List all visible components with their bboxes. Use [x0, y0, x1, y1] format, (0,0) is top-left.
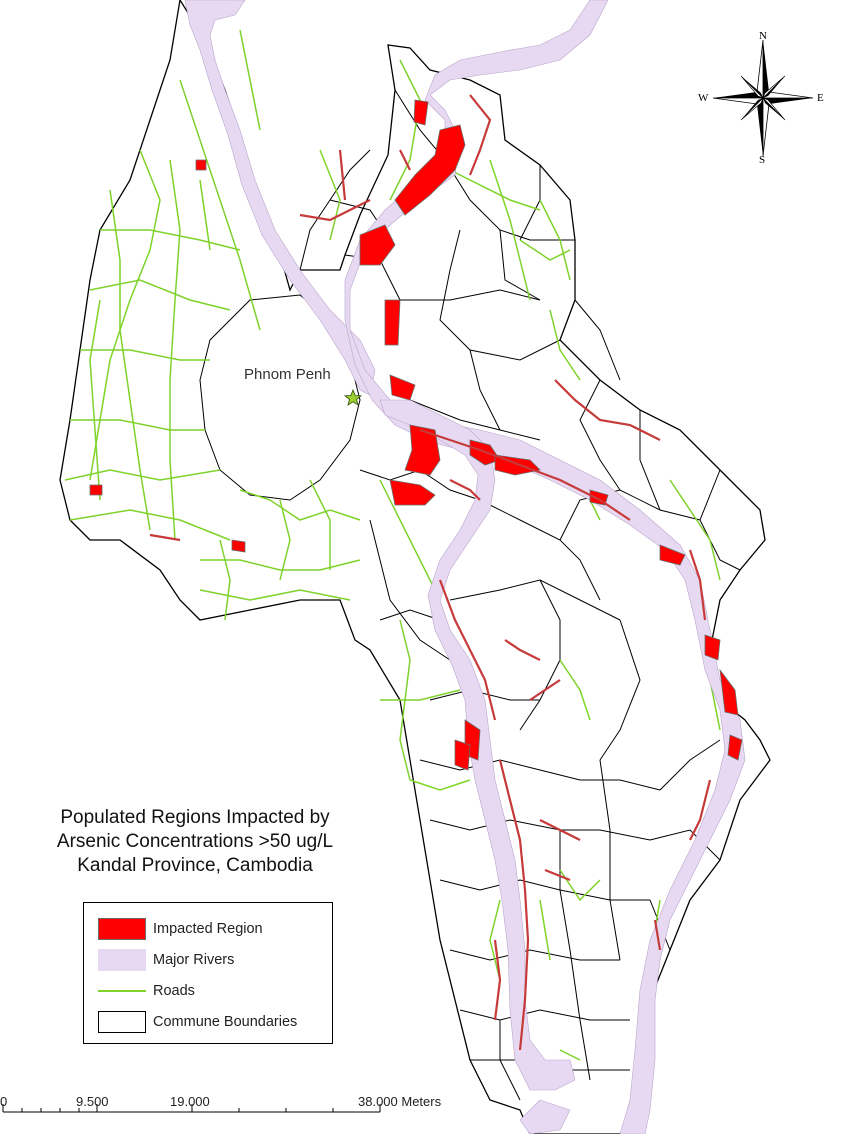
scale-label-38000: 38.000 Meters: [358, 1094, 442, 1109]
map-legend: Impacted Region Major Rivers Roads Commu…: [83, 902, 333, 1044]
legend-label-rivers: Major Rivers: [153, 952, 235, 968]
legend-item-rivers: Major Rivers: [98, 948, 234, 972]
scale-bar: [2, 1104, 381, 1113]
compass-east-label: E: [817, 92, 824, 104]
impacted-regions: [89, 99, 743, 771]
map-title: Populated Regions Impacted by Arsenic Co…: [15, 806, 375, 878]
compass-west-label: W: [698, 92, 709, 104]
map-title-line-2: Arsenic Concentrations >50 ug/L: [56, 831, 334, 852]
scale-label-19000: 19.000: [170, 1094, 210, 1109]
legend-swatch-impacted: [98, 918, 146, 940]
legend-item-communes: Commune Boundaries: [98, 1010, 297, 1034]
compass-rose: [712, 39, 814, 157]
legend-item-roads: Roads: [98, 979, 195, 1003]
legend-swatch-communes: [98, 1011, 146, 1033]
legend-swatch-roads: [98, 990, 146, 992]
city-marker-star: [343, 388, 363, 406]
scale-label-9500: 9.500: [76, 1094, 109, 1109]
province-outline: [59, 0, 771, 1134]
legend-label-roads: Roads: [153, 983, 195, 999]
scale-label-0: 0: [0, 1094, 8, 1109]
map-title-line-3: Kandal Province, Cambodia: [77, 855, 313, 876]
compass-south-label: S: [759, 154, 766, 166]
legend-label-impacted: Impacted Region: [153, 921, 263, 937]
legend-item-impacted: Impacted Region: [98, 917, 263, 941]
legend-swatch-rivers: [98, 949, 146, 971]
map-title-line-1: Populated Regions Impacted by: [60, 807, 330, 828]
impacted-corridors: [149, 94, 712, 1051]
city-label-phnom-penh: Phnom Penh: [244, 366, 331, 383]
legend-label-communes: Commune Boundaries: [153, 1014, 298, 1030]
compass-north-label: N: [759, 30, 767, 42]
roads: [64, 29, 721, 1081]
